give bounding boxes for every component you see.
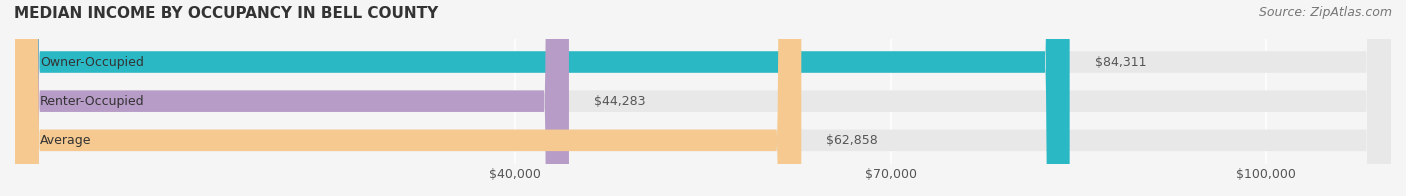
FancyBboxPatch shape <box>15 0 1391 196</box>
Text: MEDIAN INCOME BY OCCUPANCY IN BELL COUNTY: MEDIAN INCOME BY OCCUPANCY IN BELL COUNT… <box>14 6 439 21</box>
Text: Owner-Occupied: Owner-Occupied <box>39 55 143 69</box>
Text: Source: ZipAtlas.com: Source: ZipAtlas.com <box>1258 6 1392 19</box>
Text: Average: Average <box>39 134 91 147</box>
Text: $44,283: $44,283 <box>593 95 645 108</box>
FancyBboxPatch shape <box>15 0 1070 196</box>
FancyBboxPatch shape <box>15 0 1391 196</box>
FancyBboxPatch shape <box>15 0 1391 196</box>
Text: $62,858: $62,858 <box>827 134 879 147</box>
Text: $84,311: $84,311 <box>1095 55 1146 69</box>
FancyBboxPatch shape <box>15 0 569 196</box>
Text: Renter-Occupied: Renter-Occupied <box>39 95 145 108</box>
FancyBboxPatch shape <box>15 0 801 196</box>
